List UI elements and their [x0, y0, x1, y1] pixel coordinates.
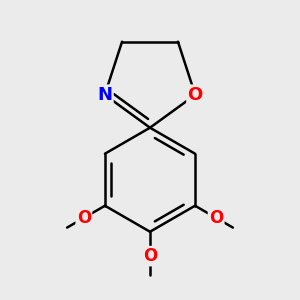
Text: O: O [209, 209, 223, 227]
Text: N: N [97, 86, 112, 104]
Text: O: O [188, 86, 203, 104]
Text: O: O [77, 209, 91, 227]
Text: O: O [143, 247, 157, 265]
